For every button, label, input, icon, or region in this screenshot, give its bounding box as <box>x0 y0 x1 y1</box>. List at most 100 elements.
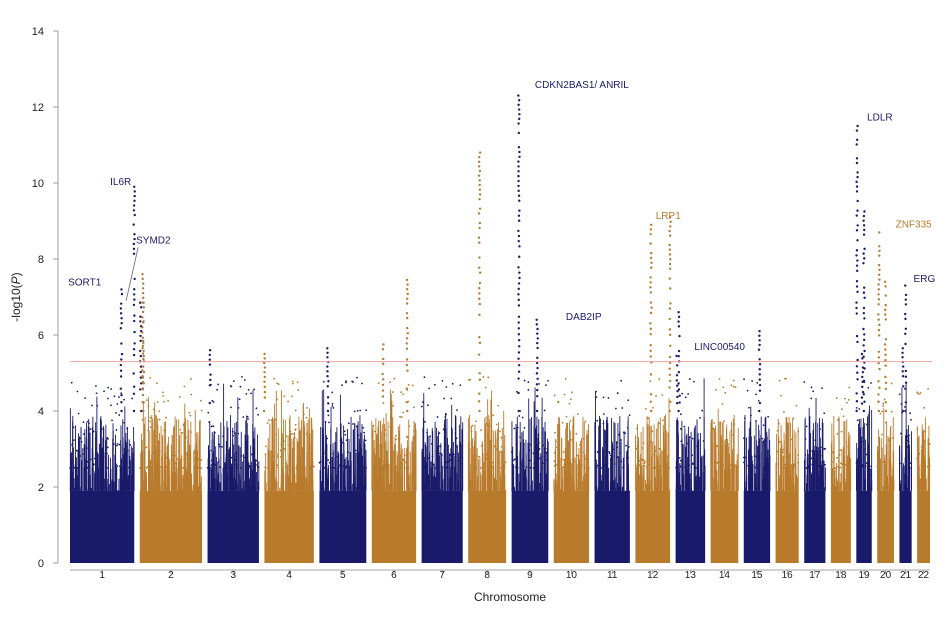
chromosome-5-points <box>318 376 368 563</box>
snp-point <box>145 467 148 469</box>
snp-point <box>451 452 454 455</box>
snp-point <box>810 457 813 460</box>
x-axis-label: Chromosome <box>474 590 546 604</box>
snp-point <box>596 464 599 467</box>
snp-point <box>292 448 295 451</box>
snp-point <box>500 451 503 454</box>
y-tick-label: 2 <box>38 482 44 494</box>
snp-point <box>846 401 848 404</box>
snp-point <box>451 382 454 385</box>
snp-point <box>856 259 859 262</box>
snp-point <box>860 402 864 405</box>
snp-point <box>860 440 863 443</box>
snp-point <box>725 438 727 441</box>
snp-point <box>603 464 606 466</box>
snp-point <box>395 434 397 437</box>
snp-point <box>517 214 521 217</box>
snp-point <box>924 430 926 433</box>
snp-point <box>792 417 795 420</box>
snp-point <box>255 407 258 410</box>
snp-point <box>862 344 865 347</box>
snp-point <box>758 330 761 333</box>
snp-point <box>71 444 73 446</box>
snp-point <box>173 455 175 458</box>
snp-point <box>118 414 121 416</box>
snp-point <box>501 460 504 463</box>
snp-point <box>807 466 810 469</box>
y-tick-label: 8 <box>38 254 44 266</box>
snp-point <box>94 457 96 460</box>
snp-point <box>613 448 615 451</box>
snp-point <box>916 391 919 394</box>
snp-point <box>628 414 631 417</box>
snp-point <box>359 409 362 412</box>
snp-point <box>756 381 759 384</box>
snp-point <box>916 428 919 431</box>
snp-point <box>743 378 745 381</box>
snp-point <box>649 332 652 336</box>
snp-point <box>139 339 142 343</box>
snp-point <box>855 129 859 132</box>
snp-point <box>523 426 526 429</box>
snp-point <box>878 278 881 281</box>
snp-point <box>884 359 887 362</box>
snp-point <box>253 459 256 462</box>
snp-point <box>728 467 731 469</box>
snp-point <box>429 435 431 438</box>
snp-point <box>493 445 496 448</box>
snp-point <box>883 280 887 283</box>
snp-point <box>536 337 539 340</box>
snp-point <box>381 467 384 469</box>
snp-point <box>277 466 280 469</box>
snp-point <box>877 409 881 413</box>
snp-point <box>650 440 652 443</box>
snp-point <box>877 466 880 469</box>
snp-point <box>133 237 136 241</box>
snp-point <box>649 373 653 376</box>
snp-point <box>326 375 329 378</box>
peak-chr5 <box>326 347 330 413</box>
snp-point <box>732 379 735 382</box>
snp-point <box>865 462 868 464</box>
snp-point <box>527 381 530 383</box>
snp-point <box>864 448 867 451</box>
snp-point <box>218 445 221 448</box>
snp-point <box>146 465 149 468</box>
snp-point <box>594 425 597 427</box>
snp-point <box>596 419 599 422</box>
snp-point <box>163 400 165 403</box>
snp-point <box>536 395 539 398</box>
snp-point <box>195 450 197 453</box>
snp-point <box>821 387 823 390</box>
snp-point <box>120 292 124 296</box>
snp-point <box>638 459 641 462</box>
snp-point <box>878 268 881 272</box>
snp-point <box>405 312 409 315</box>
snp-point <box>209 373 212 376</box>
snp-point <box>142 320 145 323</box>
snp-point <box>732 385 735 388</box>
snp-point <box>223 467 226 469</box>
snp-point <box>812 464 815 467</box>
snp-point <box>513 427 516 430</box>
snp-point <box>538 383 540 385</box>
snp-point <box>158 462 161 465</box>
snp-point <box>819 428 821 431</box>
snp-point <box>83 448 86 451</box>
chromosome-21-points <box>898 382 912 563</box>
snp-point <box>246 415 249 418</box>
snp-point <box>856 340 859 344</box>
snp-point <box>517 304 521 307</box>
snp-point <box>477 353 481 356</box>
snp-point <box>352 381 354 383</box>
snp-point <box>856 371 859 374</box>
snp-point <box>190 431 192 433</box>
snp-point <box>360 466 363 468</box>
snp-point <box>327 380 330 383</box>
snp-point <box>780 394 782 397</box>
x-tick-label: 3 <box>230 570 236 581</box>
chromosome-18-points <box>830 386 852 563</box>
chromosome-20-points <box>876 382 895 563</box>
snp-point <box>625 456 628 459</box>
snp-point <box>391 461 394 464</box>
